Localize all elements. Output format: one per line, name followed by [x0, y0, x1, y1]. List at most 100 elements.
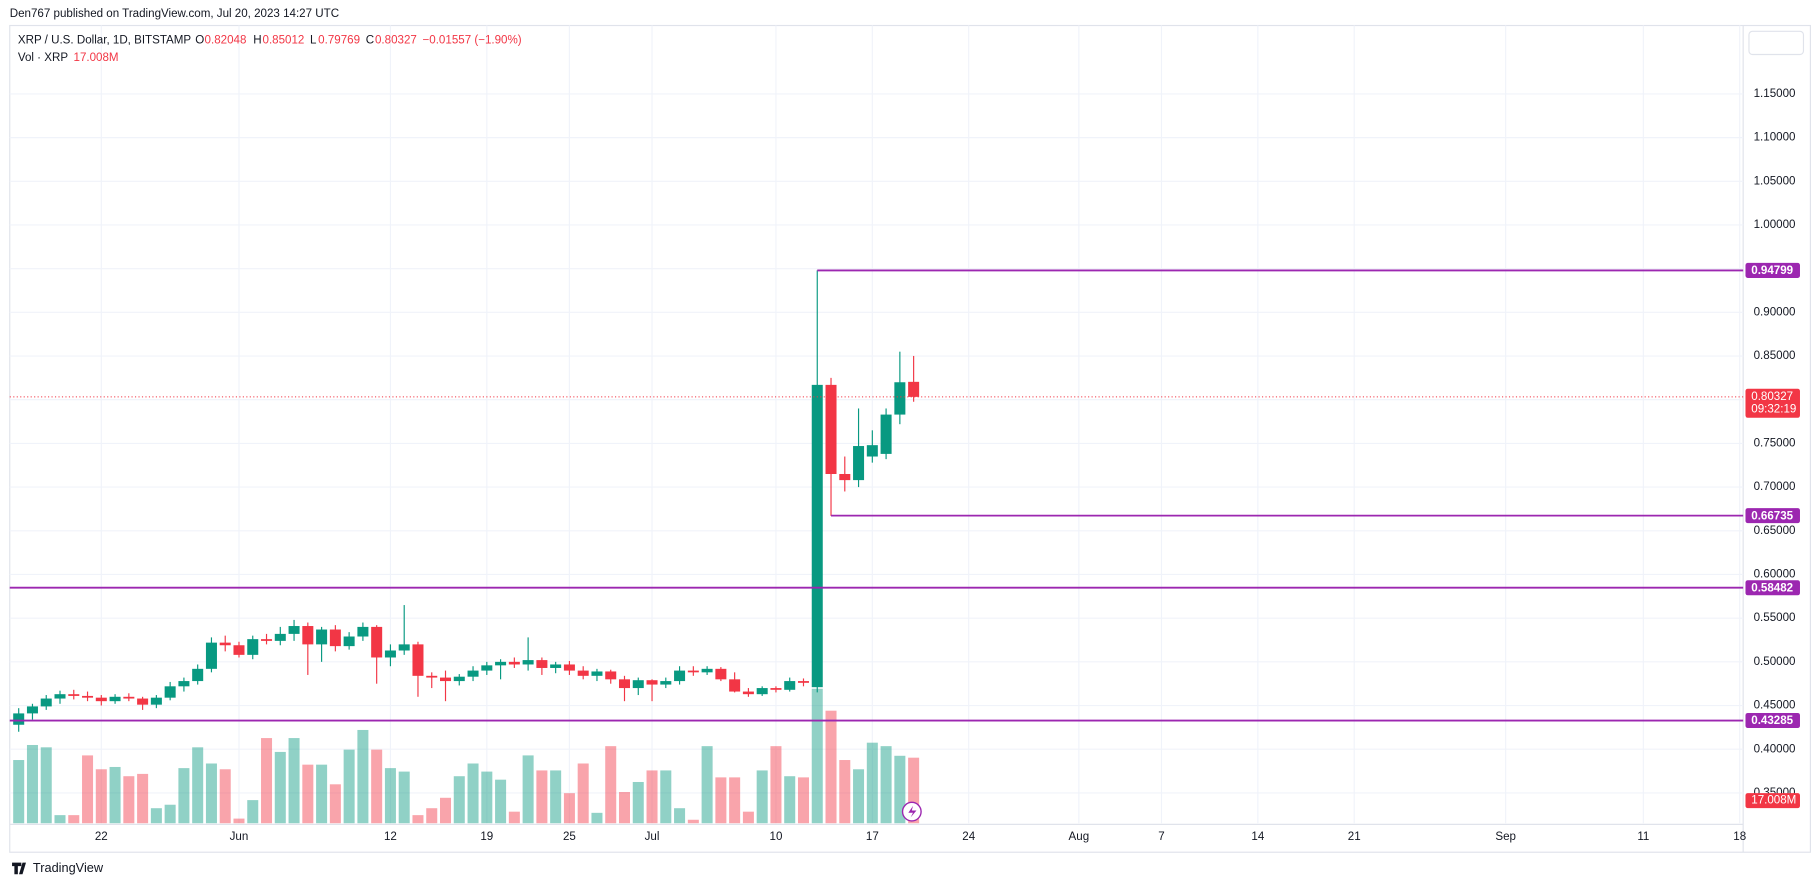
- candle-body: [371, 626, 383, 658]
- volume-bar: [495, 779, 507, 824]
- volume-bar: [453, 776, 465, 824]
- candle-body: [660, 681, 672, 685]
- candle-body: [742, 691, 754, 695]
- volume-bar: [894, 755, 906, 824]
- volume-bar: [329, 784, 341, 824]
- candle-body: [357, 626, 369, 637]
- levels: [9, 269, 1744, 722]
- volume-bar: [605, 746, 617, 824]
- volume-bar: [508, 811, 520, 824]
- alert-icon-bolt: [908, 805, 917, 818]
- level-badge: [1745, 712, 1800, 729]
- chart-frame: [9, 24, 1811, 853]
- candle-body: [219, 642, 231, 646]
- volume-bar: [247, 800, 259, 824]
- countdown-label: 09:32:19: [1751, 404, 1796, 416]
- volume-bar: [137, 773, 149, 824]
- x-tick-label: 11: [1637, 831, 1649, 843]
- x-tick-label: 12: [384, 831, 397, 843]
- y-tick-label: 0.45000: [1754, 700, 1796, 712]
- ohlc-label: C: [366, 35, 374, 47]
- toolbar-box[interactable]: [1748, 30, 1805, 56]
- ohlc-label: L: [310, 35, 317, 47]
- volume-bar: [715, 777, 727, 824]
- volume-bar: [40, 747, 52, 824]
- x-tick-label: 10: [770, 831, 783, 843]
- level-label: 0.94799: [1751, 265, 1793, 277]
- candle-body: [82, 695, 94, 698]
- level-badge: [1745, 508, 1800, 524]
- candle-body: [715, 668, 727, 680]
- ohlc-value: 0.82048: [205, 35, 247, 47]
- volume-bar: [440, 797, 452, 824]
- volume-bar: [660, 770, 672, 824]
- x-tick-label: 21: [1348, 831, 1361, 843]
- candle-body: [522, 660, 534, 665]
- candle-body: [550, 664, 562, 668]
- candle-body: [605, 671, 617, 680]
- volume-bar: [164, 804, 176, 824]
- volume-bar: [687, 819, 699, 824]
- volume-bar: [54, 815, 66, 824]
- x-tick-label: 7: [1158, 831, 1164, 843]
- volume-bar: [357, 729, 369, 824]
- x-tick-label: 22: [95, 831, 108, 843]
- candle-body: [68, 694, 80, 696]
- volume-bar: [825, 710, 837, 824]
- candle-body: [192, 668, 204, 682]
- volume-bar: [316, 764, 328, 824]
- volume-bar: [288, 738, 300, 824]
- y-tick-label: 1.10000: [1754, 132, 1796, 144]
- y-tick-label: 0.60000: [1754, 569, 1796, 581]
- volume-bar: [742, 811, 754, 824]
- volume-badge: [1745, 793, 1800, 809]
- candle-body: [274, 633, 286, 641]
- candle-body: [343, 636, 355, 647]
- x-tick-label: 24: [962, 831, 975, 843]
- volume-bar: [839, 760, 851, 824]
- candle-body: [825, 384, 837, 474]
- y-tick-label: 0.50000: [1754, 656, 1796, 668]
- volume-bar: [274, 751, 286, 824]
- candle-body: [591, 671, 603, 676]
- volume-bar: [205, 763, 217, 824]
- volume-bar: [95, 769, 107, 824]
- volume-bar: [233, 818, 245, 824]
- volume-bar: [481, 771, 493, 824]
- candle-body: [13, 713, 25, 725]
- candle-body: [384, 650, 396, 658]
- volume-bar: [467, 763, 479, 824]
- ohlc-label: H: [253, 35, 261, 47]
- volume-bar: [26, 744, 38, 824]
- volume-bar: [811, 688, 823, 824]
- candle-body: [495, 661, 507, 666]
- candle-body: [797, 681, 809, 683]
- logo-text: TradingView: [33, 860, 104, 875]
- volume-bar: [866, 742, 878, 824]
- volume-bar: [150, 808, 162, 824]
- level-label: 0.66735: [1751, 510, 1793, 522]
- candle-body: [632, 680, 644, 689]
- candle-body: [908, 381, 920, 397]
- candle-body: [40, 698, 52, 707]
- candle-body: [481, 665, 493, 671]
- candle-body: [261, 639, 273, 641]
- price-label: 0.80327: [1751, 391, 1793, 403]
- y-tick-label: 0.85000: [1754, 350, 1796, 362]
- volume-bar: [536, 770, 548, 824]
- candle-body: [467, 670, 479, 677]
- candle-body: [54, 694, 66, 699]
- volume-bar: [674, 808, 686, 824]
- volume-bar: [550, 770, 562, 824]
- volume-bar: [371, 749, 383, 824]
- ohlc-value: 0.79769: [318, 35, 360, 47]
- candle-body: [618, 679, 631, 689]
- volume-bar: [770, 746, 782, 824]
- y-tick-label: 0.90000: [1754, 306, 1796, 318]
- x-tick-label: 17: [866, 831, 879, 843]
- volume-bar: [123, 776, 135, 824]
- y-tick-label: 1.00000: [1754, 219, 1796, 231]
- candle-body: [770, 688, 782, 690]
